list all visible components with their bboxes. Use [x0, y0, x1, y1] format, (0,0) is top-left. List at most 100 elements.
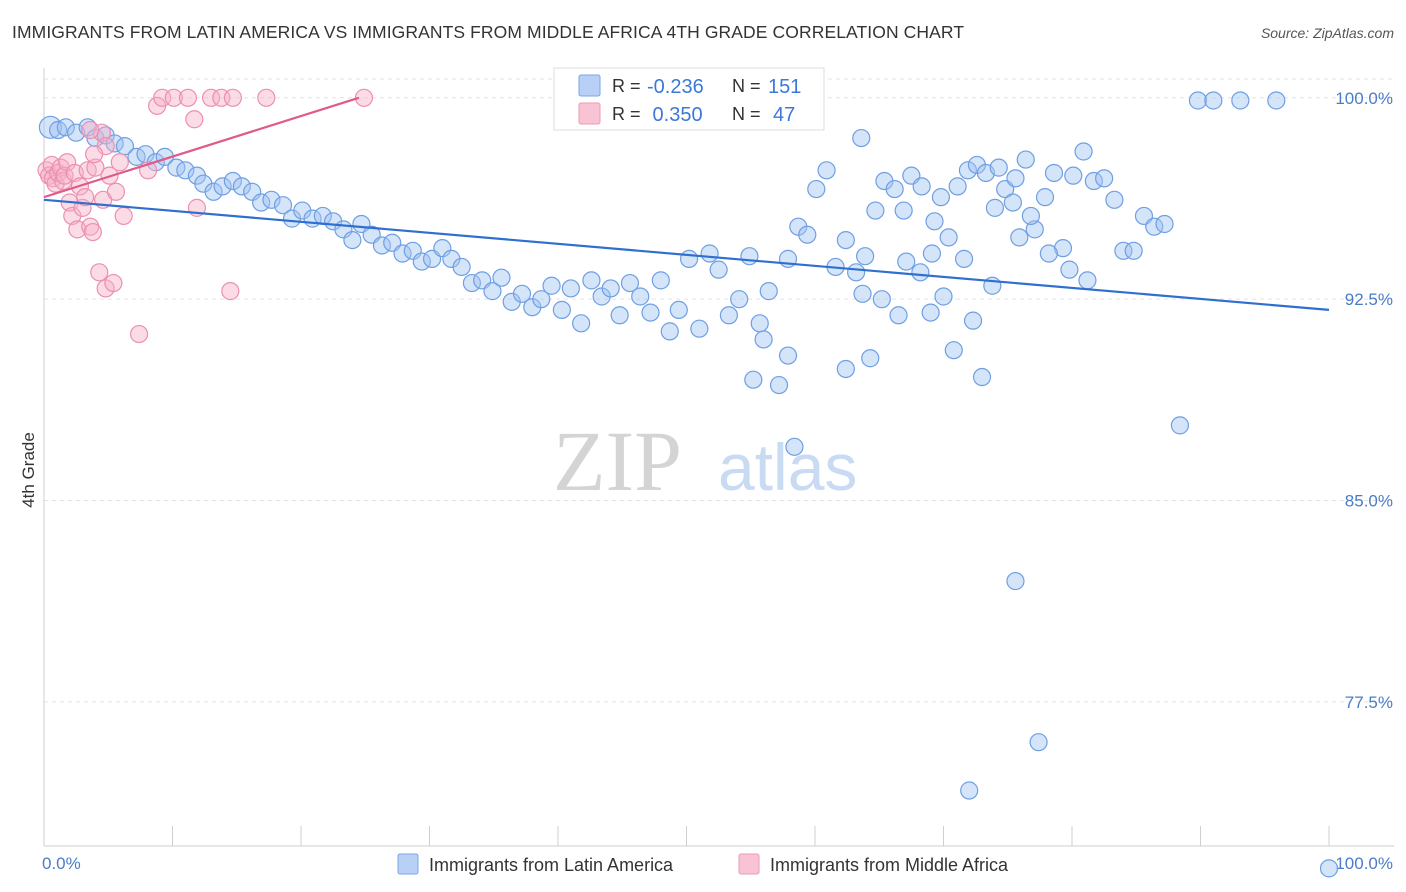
point-s0-72 — [750, 314, 769, 333]
point-s0-134 — [960, 781, 979, 800]
point-s0-46 — [492, 268, 511, 287]
legend-n-label-1: N = — [732, 104, 761, 124]
point-s0-105 — [1064, 166, 1083, 185]
point-s0-59 — [620, 273, 640, 293]
point-s0-45 — [483, 282, 502, 301]
point-s0-78 — [807, 179, 826, 199]
point-s0-53 — [561, 279, 580, 298]
legend-r-value-1: 0.350 — [647, 104, 703, 126]
point-s1-27 — [110, 153, 129, 172]
point-s1-38 — [185, 110, 204, 129]
point-s0-42 — [452, 257, 471, 277]
point-s0-136 — [1003, 193, 1022, 212]
y-tick-label-0: 100.0% — [1335, 89, 1393, 108]
series-latin-america-points — [38, 91, 1339, 878]
point-s0-135 — [1010, 228, 1029, 247]
point-s1-40 — [201, 88, 221, 107]
point-s0-90 — [922, 244, 942, 263]
point-s0-142 — [889, 306, 908, 325]
point-s0-127 — [744, 370, 763, 389]
point-s0-63 — [660, 322, 679, 341]
point-s1-28 — [114, 206, 133, 226]
trend-lines — [43, 96, 1330, 312]
point-s0-118 — [1231, 91, 1250, 110]
x-tick-label-0: 0.0% — [42, 854, 81, 873]
legend-r-label-1: R = — [612, 104, 641, 124]
point-s1-33 — [85, 145, 104, 164]
gridlines — [44, 78, 1394, 703]
bottom-legend-swatch-latin-america — [397, 853, 419, 875]
point-s0-132 — [1006, 571, 1025, 591]
legend-n-value-0: 151 — [768, 76, 801, 98]
series-middle-africa-points — [37, 88, 374, 344]
point-s0-99 — [1006, 169, 1025, 188]
bottom-legend-label-middle-africa: Immigrants from Middle Africa — [770, 855, 1009, 875]
point-s0-133 — [1029, 733, 1048, 752]
point-s1-26 — [106, 182, 126, 201]
point-s0-149 — [1078, 271, 1097, 290]
point-s0-24 — [273, 196, 293, 215]
point-s0-92 — [939, 228, 958, 247]
point-s0-120 — [1319, 859, 1339, 878]
point-s0-14 — [176, 161, 195, 180]
point-s0-125 — [861, 349, 880, 368]
point-s0-140 — [897, 252, 916, 271]
point-s0-126 — [853, 284, 872, 303]
point-s0-57 — [601, 279, 620, 298]
point-s0-121 — [852, 128, 871, 148]
point-s0-93 — [948, 177, 967, 196]
point-s0-61 — [641, 303, 660, 322]
watermark: ZIP atlas — [553, 413, 857, 509]
point-s1-20 — [86, 158, 105, 177]
legend-r-label-0: R = — [612, 76, 641, 96]
point-s0-73 — [759, 282, 778, 301]
point-s0-147 — [1039, 244, 1058, 263]
point-s0-122 — [785, 437, 804, 456]
point-s0-109 — [1105, 190, 1124, 209]
point-s0-84 — [866, 201, 885, 220]
y-tick-label-1: 92.5% — [1345, 290, 1393, 309]
point-s0-20 — [232, 177, 251, 196]
point-s1-21 — [90, 263, 109, 282]
point-s0-2 — [56, 118, 75, 137]
point-s0-69 — [719, 306, 739, 325]
point-s0-87 — [894, 201, 913, 220]
point-s0-102 — [1035, 188, 1055, 207]
point-s0-70 — [730, 290, 749, 309]
point-s0-71 — [740, 247, 759, 266]
point-s0-129 — [963, 311, 983, 330]
point-s1-44 — [223, 88, 242, 107]
point-s0-137 — [989, 158, 1008, 177]
point-s0-55 — [582, 271, 601, 290]
point-s0-150 — [925, 212, 944, 231]
legend-n-label-0: N = — [732, 76, 761, 96]
point-s0-23 — [262, 190, 281, 209]
point-s0-43 — [462, 273, 482, 293]
point-s0-74 — [769, 375, 789, 395]
point-s0-65 — [679, 249, 699, 268]
bottom-legend: Immigrants from Latin America Immigrants… — [397, 853, 1009, 875]
y-tick-label-3: 77.5% — [1345, 693, 1393, 712]
x-tick-label-1: 100.0% — [1335, 854, 1393, 873]
point-s0-52 — [552, 300, 571, 320]
point-s1-42 — [221, 282, 240, 301]
point-s0-97 — [985, 198, 1005, 217]
point-s0-38 — [412, 252, 431, 271]
point-s0-131 — [972, 367, 992, 387]
point-s0-124 — [836, 359, 855, 379]
point-s0-54 — [572, 314, 591, 333]
point-s0-119 — [1267, 91, 1286, 110]
legend-n-value-1: 47 — [773, 104, 795, 126]
trend-line-s1 — [43, 96, 360, 199]
point-s0-89 — [912, 177, 931, 196]
point-s0-123 — [778, 346, 798, 365]
point-s1-16 — [76, 188, 95, 207]
point-s0-51 — [542, 276, 561, 295]
point-s0-110 — [1114, 241, 1133, 260]
point-s0-36 — [393, 244, 412, 263]
point-s1-19 — [83, 222, 102, 242]
point-s0-144 — [934, 287, 953, 306]
point-s0-115 — [1170, 416, 1190, 435]
point-s0-3 — [67, 123, 86, 142]
point-s1-31 — [81, 120, 100, 140]
